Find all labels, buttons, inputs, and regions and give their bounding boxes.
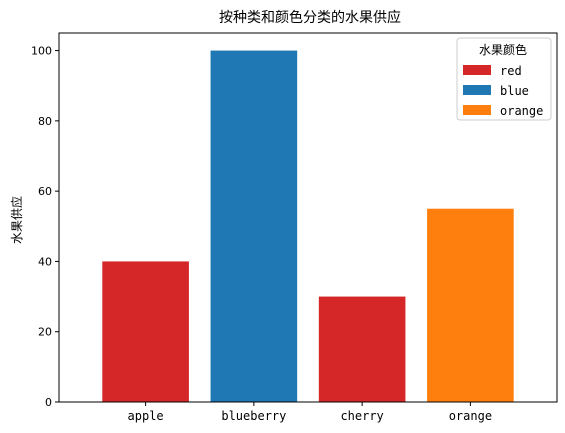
bar-blueberry (210, 50, 298, 402)
y-tick-label: 80 (38, 115, 52, 128)
legend-title: 水果颜色 (479, 42, 527, 57)
legend-label-orange: orange (500, 104, 543, 118)
chart-title: 按种类和颜色分类的水果供应 (219, 9, 401, 26)
legend-box (456, 37, 552, 121)
legend-label-blue: blue (500, 84, 529, 98)
legend-swatch-blue (463, 85, 491, 95)
y-tick-label: 20 (38, 326, 52, 339)
plot-frame (58, 32, 558, 403)
legend-swatch-orange (463, 105, 491, 115)
bar-cherry (318, 296, 406, 402)
y-axis-ticks: 0 20 40 60 80 100 (31, 45, 59, 409)
bar-apple (102, 261, 189, 402)
y-axis-label: 水果供应 (9, 196, 24, 244)
y-tick-label: 0 (45, 396, 52, 409)
x-tick-label: blueberry (221, 409, 286, 423)
bar-orange (427, 208, 514, 402)
y-tick-label: 100 (31, 45, 52, 58)
legend-label-red: red (500, 64, 522, 78)
legend-swatch-red (463, 65, 491, 75)
legend-entries: red blue orange (463, 64, 543, 118)
legend: 水果颜色 red blue orange (456, 37, 552, 121)
x-tick-label: orange (449, 409, 492, 423)
x-tick-label: apple (128, 409, 164, 423)
y-tick-label: 40 (38, 255, 52, 268)
x-tick-label: cherry (340, 409, 383, 423)
x-axis-ticks: apple blueberry cherry orange (128, 402, 492, 423)
y-tick-label: 60 (38, 185, 52, 198)
bars-group (102, 50, 514, 402)
